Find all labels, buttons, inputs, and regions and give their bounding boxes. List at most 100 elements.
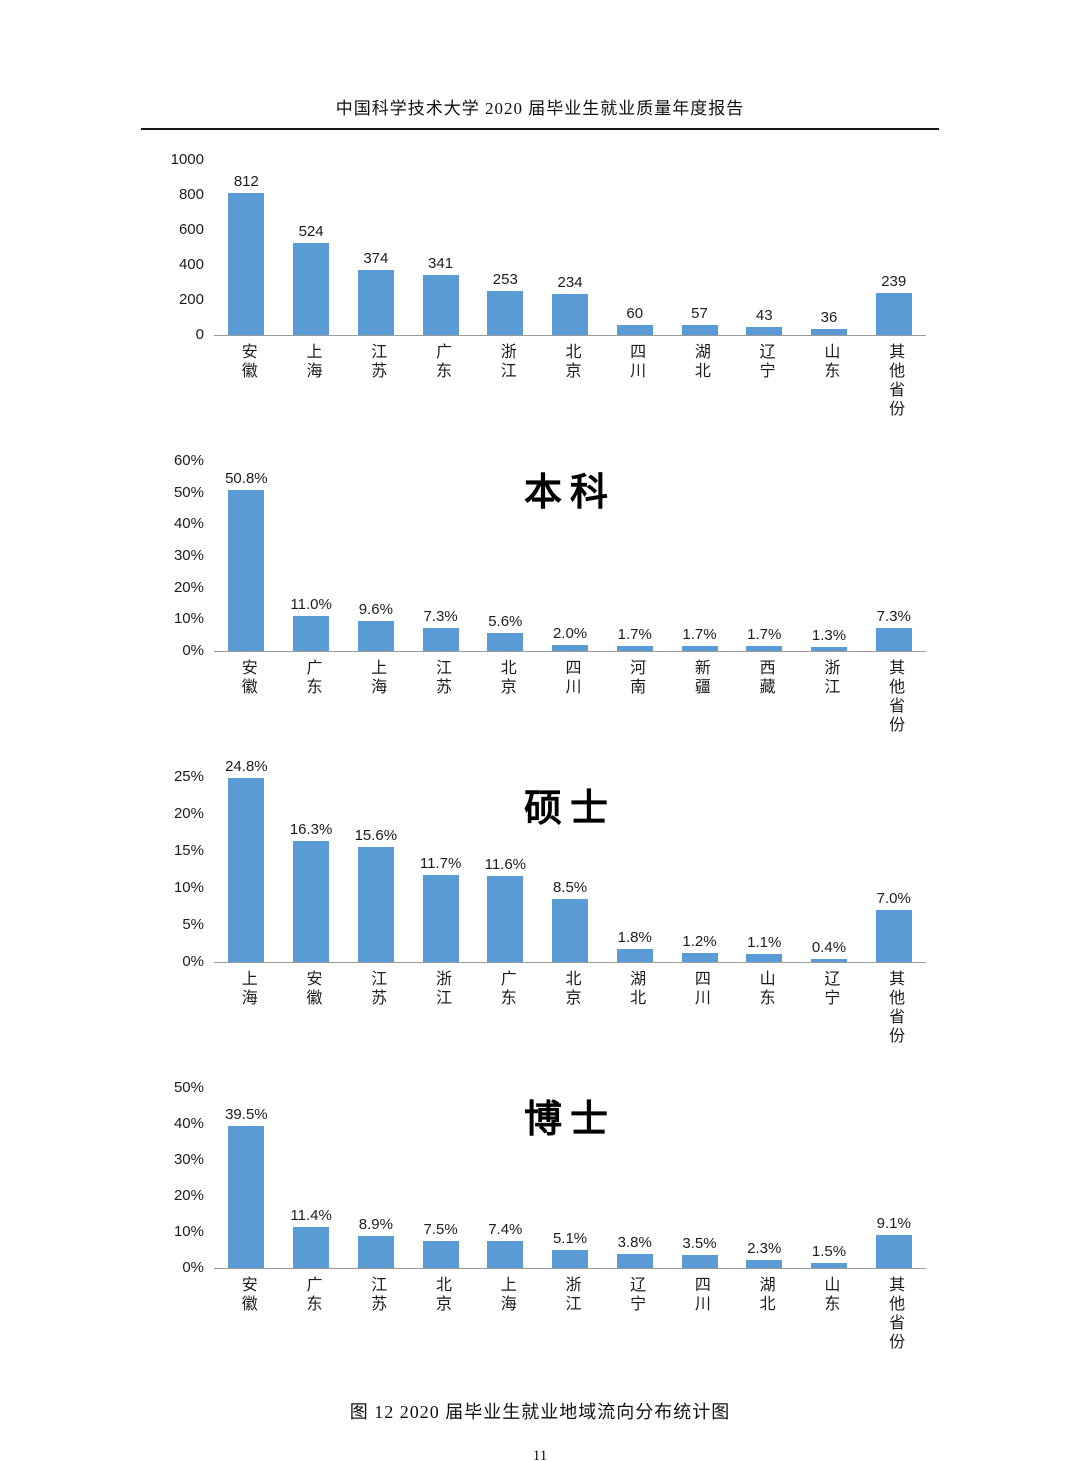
category-label: 新疆 (667, 659, 732, 751)
bar (487, 290, 524, 335)
category-label: 四川 (602, 343, 667, 435)
bar (228, 490, 265, 651)
category-label-text: 四川 (691, 1276, 709, 1314)
bar (293, 616, 330, 651)
bar-column: 7.3% (408, 461, 473, 651)
category-label-text: 北京 (562, 970, 580, 1008)
y-tick-label: 0 (195, 326, 204, 343)
bar-value-label: 8.5% (552, 879, 588, 897)
category-label: 江苏 (343, 970, 408, 1062)
category-label: 山东 (797, 343, 862, 435)
bar (552, 899, 589, 962)
bar (681, 645, 718, 651)
bar-column: 7.0% (861, 777, 926, 962)
y-tick-label: 10% (173, 1223, 204, 1240)
bar-value-label: 7.0% (876, 890, 911, 908)
bar-column: 341 (408, 160, 473, 335)
bar-value-label: 1.3% (811, 626, 847, 644)
category-label: 上海 (214, 970, 279, 1062)
category-label: 广东 (473, 970, 538, 1062)
bar-column: 9.1% (861, 1088, 926, 1268)
category-label-text: 四川 (562, 659, 580, 697)
bar (487, 633, 524, 651)
category-label-text: 新疆 (691, 659, 709, 697)
category-label-text: 浙江 (821, 659, 839, 697)
bar (810, 1262, 847, 1268)
bar-column: 24.8% (214, 758, 279, 962)
bar (810, 646, 847, 651)
bar-value-label: 43 (755, 307, 773, 325)
category-label-text: 江苏 (432, 659, 450, 697)
bar (228, 1125, 265, 1268)
bar (357, 269, 394, 335)
category-label: 湖北 (732, 1276, 797, 1368)
bar-column: 8.5% (538, 777, 603, 962)
bar (681, 953, 718, 962)
category-label-text: 湖北 (627, 970, 645, 1008)
y-tick-label: 40% (173, 515, 204, 533)
category-label: 四川 (667, 970, 732, 1062)
bar-column: 16.3% (279, 777, 344, 962)
bar-column: 3.5% (667, 1088, 732, 1268)
bar (228, 778, 265, 962)
category-label: 北京 (538, 343, 603, 435)
bar-column: 39.5% (214, 1088, 279, 1268)
category-axis: 上海 安徽 江苏 浙江 广东 北京 湖北 四川 山东 辽宁 其他省份 (214, 970, 926, 1062)
bar-column: 1.1% (732, 777, 797, 962)
bar-column: 1.8% (602, 777, 667, 962)
bar-value-label: 2.3% (747, 1239, 782, 1257)
category-label-text: 浙江 (432, 970, 450, 1008)
category-axis: 安徽 广东 上海 江苏 北京 四川 河南 新疆 西藏 浙江 其他省份 (214, 659, 926, 751)
category-label: 北京 (473, 659, 538, 751)
category-label-text: 其他省份 (886, 970, 904, 1046)
category-label-text: 西藏 (756, 659, 774, 697)
category-label: 安徽 (214, 343, 279, 435)
category-label: 安徽 (214, 1276, 279, 1368)
bar (552, 294, 589, 335)
bar (552, 1249, 589, 1268)
bar-value-label: 36 (820, 308, 838, 326)
bar-value-label: 5.6% (488, 613, 523, 631)
y-tick-label: 20% (173, 1187, 204, 1204)
category-label: 江苏 (408, 659, 473, 751)
bar-column: 15.6% (343, 777, 408, 962)
y-tick-label: 60% (173, 452, 204, 469)
category-label-text: 其他省份 (886, 659, 904, 735)
category-label-text: 安徽 (303, 970, 321, 1008)
bar-column: 1.7% (732, 461, 797, 651)
category-label: 湖北 (667, 343, 732, 435)
bar (810, 328, 847, 335)
category-label-text: 北京 (497, 659, 515, 697)
bar (293, 841, 330, 962)
bar-column: 11.4% (279, 1088, 344, 1268)
bar-value-label: 2.0% (552, 624, 588, 642)
bar-column: 374 (343, 160, 408, 335)
bar-value-label: 3.8% (617, 1234, 652, 1252)
category-label-text: 安徽 (238, 343, 256, 381)
bar-column: 234 (538, 160, 603, 335)
bar-value-label: 24.8% (225, 758, 268, 776)
chart-master: 25% 20% 15% 10% 5% 0% 硕士 24.8% 16.3% 15.6% 11.7% 1… (154, 758, 926, 1062)
bar (681, 1255, 718, 1268)
category-label: 浙江 (473, 343, 538, 435)
bar (422, 875, 459, 962)
y-axis: 1000 800 600 400 200 0 (154, 152, 214, 343)
bar-value-label: 60 (626, 304, 644, 322)
category-label-text: 北京 (432, 1276, 450, 1314)
category-label-text: 江苏 (368, 343, 386, 381)
category-label: 西藏 (732, 659, 797, 751)
bar-value-label: 9.1% (876, 1215, 911, 1233)
y-tick-label: 0% (182, 953, 204, 970)
category-label-text: 上海 (497, 1276, 515, 1314)
bar-column: 1.3% (797, 461, 862, 651)
bar (487, 876, 524, 962)
category-label-text: 辽宁 (627, 1276, 645, 1314)
bar-value-label: 11.7% (419, 855, 462, 873)
page-header: 中国科学技术大学 2020 届毕业生就业质量年度报告 (335, 99, 745, 118)
bar-column: 1.2% (667, 777, 732, 962)
category-label-text: 广东 (497, 970, 515, 1008)
category-label: 上海 (343, 659, 408, 751)
bar-column: 812 (214, 160, 279, 335)
plot-area: 硕士 24.8% 16.3% 15.6% 11.7% 11.6% 8.5% 1.8% 1.2% 1… (214, 758, 926, 963)
